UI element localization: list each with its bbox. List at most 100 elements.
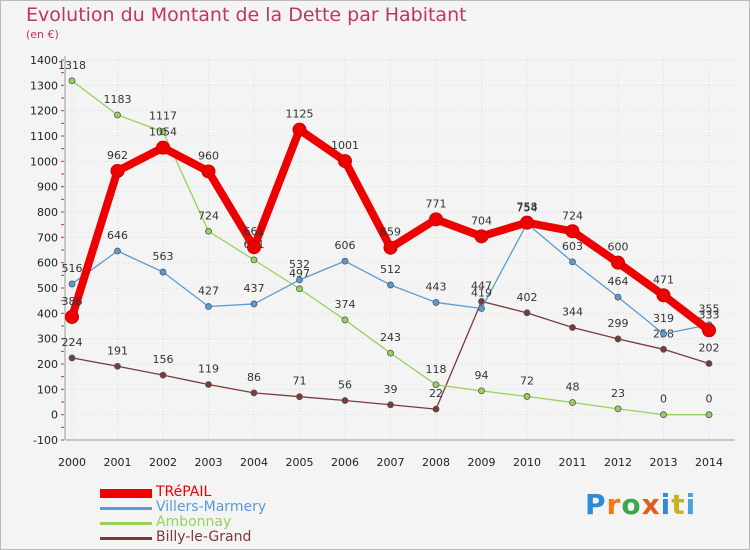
data-label: 374 [335, 298, 356, 311]
data-label: 224 [62, 336, 83, 349]
legend-swatch [100, 522, 152, 525]
legend-label: TRéPAIL [156, 484, 212, 500]
data-label: 119 [198, 363, 219, 376]
logo-letter: x [641, 488, 661, 521]
data-label: 355 [699, 303, 720, 316]
logo-letter: o [621, 488, 642, 521]
data-point [387, 401, 394, 409]
x-tick-label: 2006 [331, 456, 359, 469]
data-point [110, 163, 125, 178]
data-point [387, 349, 394, 357]
data-label: 1318 [58, 59, 86, 72]
data-point [478, 305, 485, 312]
data-label: 386 [62, 295, 83, 308]
data-point [656, 288, 671, 303]
data-label: 22 [429, 387, 443, 400]
data-label: 419 [471, 287, 492, 300]
data-label: 497 [289, 267, 310, 280]
x-tick-label: 2011 [559, 456, 587, 469]
data-label: 0 [660, 393, 667, 406]
logo-letter: t [671, 488, 686, 521]
data-point [432, 405, 440, 413]
data-point [68, 354, 76, 362]
data-label: 1125 [286, 108, 314, 121]
data-label: 202 [699, 341, 720, 354]
data-label: 532 [289, 258, 310, 271]
data-point [569, 324, 576, 331]
data-label: 86 [247, 371, 261, 384]
x-tick-label: 2012 [604, 456, 632, 469]
data-point [341, 397, 349, 404]
data-point [296, 276, 303, 284]
data-label: 1054 [149, 126, 177, 139]
y-tick-label: 500 [37, 282, 58, 295]
data-point [114, 362, 121, 370]
x-tick-label: 2010 [513, 456, 541, 469]
data-point [296, 393, 303, 401]
logo-letter: i [685, 488, 697, 521]
x-tick-label: 2007 [377, 456, 405, 469]
data-point [478, 387, 485, 395]
legend-swatch [100, 489, 152, 498]
data-point [611, 255, 625, 270]
x-tick-label: 2009 [468, 456, 496, 469]
data-point [205, 381, 212, 388]
y-tick-label: 600 [37, 257, 58, 270]
data-label: 603 [562, 240, 583, 253]
data-label: 427 [198, 284, 219, 297]
legend-item: Ambonnay [100, 514, 360, 531]
data-label: 758 [517, 201, 538, 214]
data-point [159, 268, 167, 276]
y-tick-label: 0 [51, 409, 58, 422]
data-point [205, 303, 212, 310]
x-tick-label: 2001 [104, 456, 132, 469]
data-point [159, 128, 167, 136]
data-point [250, 389, 258, 397]
chart-legend: TRéPAIL Villers-Marmery Ambonnay Billy-le-G… [100, 484, 360, 546]
legend-item: TRéPAIL [100, 484, 360, 501]
data-point [250, 256, 258, 264]
y-tick-label: 700 [37, 231, 58, 244]
legend-label: Ambonnay [156, 514, 232, 530]
data-label: 646 [107, 229, 128, 242]
data-label: 118 [426, 363, 447, 376]
data-point [156, 140, 170, 155]
data-label: 960 [198, 149, 219, 162]
data-label: 56 [338, 378, 352, 391]
data-label: 471 [653, 273, 674, 286]
data-label: 437 [244, 282, 265, 295]
data-label: 447 [471, 279, 492, 292]
data-label: 39 [384, 383, 398, 396]
data-point [68, 280, 76, 288]
x-tick-label: 2002 [149, 456, 177, 469]
data-point [478, 298, 485, 305]
data-point [341, 257, 349, 265]
data-label: 1183 [104, 93, 132, 106]
chart-subtitle: (en €) [26, 28, 59, 41]
y-tick-label: 1300 [30, 79, 58, 92]
data-point [383, 240, 398, 255]
data-point [114, 247, 121, 255]
data-point [660, 345, 667, 353]
proxiti-logo: Proxiti [585, 488, 696, 521]
legend-item: Billy-le-Grand [100, 529, 360, 546]
x-tick-label: 2005 [286, 456, 314, 469]
data-label: 724 [562, 209, 583, 222]
data-point [569, 258, 576, 266]
data-point [614, 405, 622, 413]
data-label: 1001 [331, 139, 359, 152]
data-label: 0 [706, 393, 713, 406]
data-point [114, 111, 121, 119]
data-point [474, 229, 489, 244]
data-label: 23 [611, 387, 625, 400]
data-label: 94 [475, 369, 489, 382]
legend-swatch [100, 537, 152, 540]
data-label: 962 [107, 149, 128, 162]
data-point [660, 330, 667, 338]
data-label: 724 [198, 209, 219, 222]
data-point [205, 227, 212, 235]
data-point [565, 224, 580, 239]
data-label: 319 [653, 312, 674, 325]
data-point [660, 411, 667, 419]
